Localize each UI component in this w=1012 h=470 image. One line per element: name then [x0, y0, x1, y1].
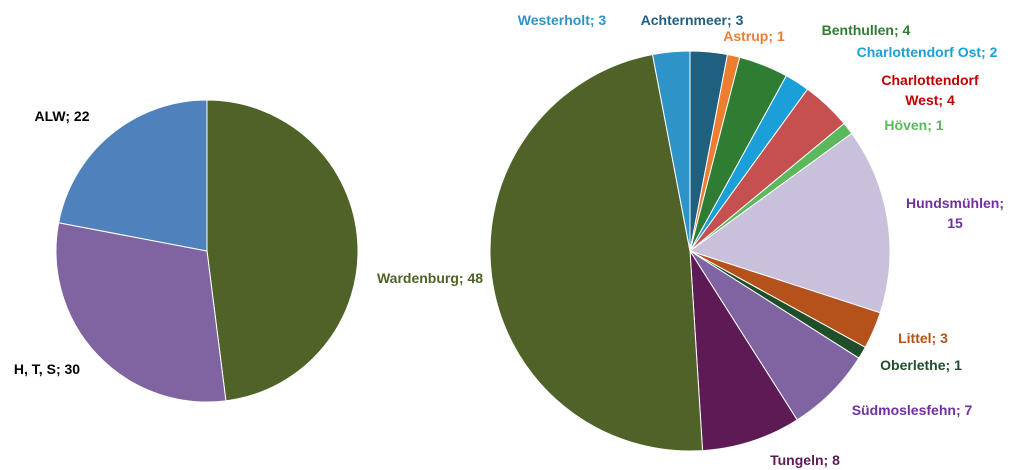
label-value: 1 [935, 117, 944, 133]
data-label: Wardenburg; 48 [360, 268, 500, 288]
pie-slice [689, 250, 798, 452]
label-separator: ; [931, 330, 941, 346]
label-category: Charlottendorf West [881, 72, 979, 108]
label-value: 2 [989, 44, 998, 60]
label-value: 3 [735, 12, 744, 28]
label-separator: ; [945, 357, 955, 373]
data-label: Westerholt; 3 [507, 10, 617, 30]
data-label: Charlottendorf Ost; 2 [847, 42, 1007, 62]
label-separator: ; [727, 12, 736, 28]
label-separator: ; [65, 108, 74, 124]
pie-slice [651, 50, 691, 252]
data-label: Oberlethe; 1 [866, 355, 976, 375]
label-category: Charlottendorf Ost [856, 44, 982, 60]
data-label: Achternmeer; 3 [627, 10, 757, 30]
label-value: 30 [64, 361, 81, 377]
label-category: Wardenburg [376, 270, 459, 286]
label-value: 4 [946, 92, 955, 108]
label-separator: ; [55, 361, 65, 377]
label-category: Höven [884, 117, 928, 133]
label-separator: ; [955, 402, 965, 418]
label-value: 3 [940, 330, 948, 346]
pie-slice [489, 53, 704, 452]
label-value: 1 [954, 357, 962, 373]
label-value: 7 [964, 402, 973, 418]
data-label: Littel; 3 [888, 328, 958, 348]
label-category: H, T, S [13, 361, 56, 377]
label-category: Oberlethe [880, 357, 946, 373]
data-label: ALW; 22 [12, 106, 112, 126]
label-value: 4 [902, 22, 911, 38]
label-separator: ; [458, 270, 468, 286]
data-label: Tungeln; 8 [760, 450, 850, 470]
label-value: 48 [467, 270, 484, 286]
label-value: 22 [73, 108, 90, 124]
label-value: 3 [598, 12, 607, 28]
label-category: Littel [898, 330, 932, 346]
label-separator: ; [927, 117, 936, 133]
label-category: Westerholt [517, 12, 590, 28]
data-label: Astrup; 1 [714, 26, 794, 46]
pie-slice [688, 132, 891, 314]
data-label: H, T, S; 30 [0, 359, 107, 379]
label-separator: ; [981, 44, 990, 60]
label-separator: ; [893, 22, 903, 38]
label-category: Hundsmühlen [905, 195, 1000, 211]
label-separator: ; [823, 452, 833, 468]
label-category: Achternmeer [640, 12, 727, 28]
label-separator: ; [999, 195, 1008, 211]
label-value: 1 [776, 28, 785, 44]
label-value: 8 [832, 452, 840, 468]
pie-slice [55, 222, 227, 403]
label-separator: ; [768, 28, 777, 44]
data-label: Benthullen; 4 [811, 20, 921, 40]
data-label: Höven; 1 [874, 115, 954, 135]
label-category: ALW [34, 108, 66, 124]
data-label: Hundsmühlen; 15 [905, 193, 1005, 233]
label-value: 15 [947, 215, 963, 231]
data-label: Charlottendorf West; 4 [873, 70, 988, 110]
label-category: Benthullen [821, 22, 894, 38]
label-category: Tungeln [770, 452, 824, 468]
data-label: Südmoslesfehn; 7 [837, 400, 987, 420]
label-separator: ; [589, 12, 599, 28]
label-separator: ; [938, 92, 947, 108]
pie-slice [206, 99, 359, 402]
label-category: Südmoslesfehn [851, 402, 956, 418]
pie-slice [58, 99, 208, 252]
label-category: Astrup [723, 28, 769, 44]
